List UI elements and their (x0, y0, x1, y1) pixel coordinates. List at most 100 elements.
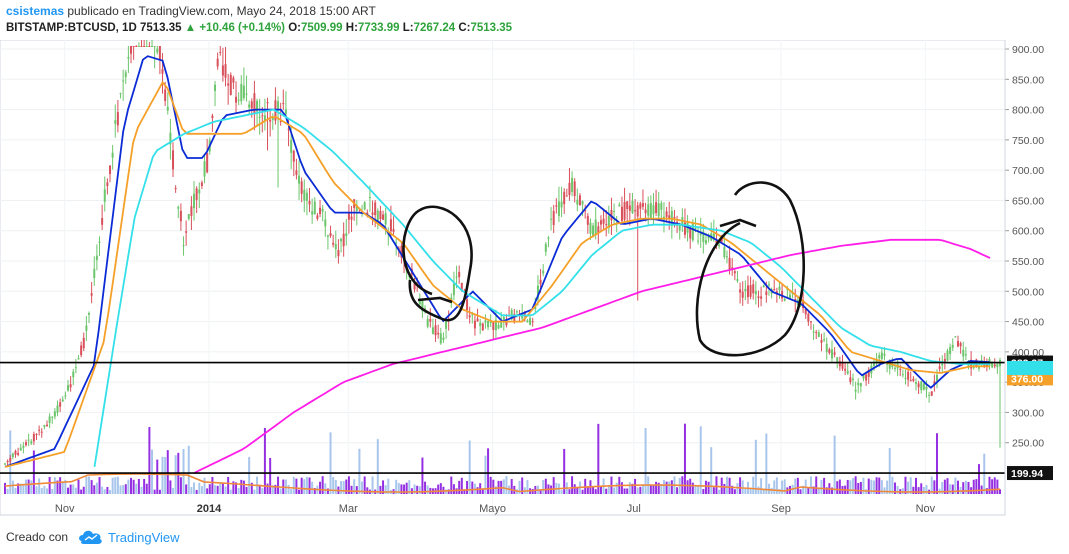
volume-bar (416, 485, 419, 494)
volume-bar (518, 480, 521, 494)
volume-bar (741, 480, 744, 494)
candle-body (912, 378, 915, 381)
volume-bar (137, 478, 140, 494)
price-chart[interactable]: 900.00 850.00 800.00 750.00 700.00 650.00 600.… (0, 40, 1069, 520)
volume-bar (576, 487, 579, 494)
volume-bar (657, 482, 660, 494)
volume-bar (901, 488, 904, 494)
volume-bar (830, 487, 833, 494)
volume-bar (539, 489, 542, 494)
volume-bar (182, 448, 185, 494)
username-link[interactable]: csistemas (6, 4, 65, 18)
volume-bar (930, 476, 933, 494)
tradingview-cloud-icon[interactable] (78, 528, 104, 546)
candle-body (463, 290, 466, 292)
candle-body (101, 218, 104, 225)
candle-body (452, 283, 455, 296)
candle-body (836, 357, 839, 363)
candle-body (195, 188, 198, 200)
volume-bar (347, 476, 350, 494)
volume-bar (311, 481, 314, 494)
volume-bar (592, 486, 595, 494)
time-tick-label: Mayo (479, 503, 506, 515)
volume-bar (40, 487, 43, 494)
candle-body (620, 206, 623, 221)
candle-body (256, 100, 259, 112)
candle-body (838, 361, 841, 367)
time-axis[interactable]: Nov 2014 Mar Mayo Jul Sep Nov (55, 503, 936, 515)
candle-body (731, 267, 734, 269)
volume-bar (235, 482, 238, 494)
volume-moving-average (4, 473, 1001, 493)
candle-body (812, 331, 815, 333)
candle-body (143, 46, 146, 47)
volume-bar (329, 432, 332, 494)
volume-bar (996, 479, 999, 494)
tradingview-link[interactable]: TradingView (108, 530, 180, 545)
volume-bar (437, 484, 440, 494)
candle-body (550, 218, 553, 220)
candle-body (607, 215, 610, 229)
volume-bar (271, 485, 274, 494)
candle-body (9, 457, 12, 462)
axis-tick-label: 500.00 (1012, 286, 1044, 298)
candle-body (347, 212, 350, 220)
volume-bar (203, 477, 206, 494)
candle-body (237, 99, 240, 101)
volume-bar (476, 487, 479, 494)
time-tick-label: Jul (627, 503, 641, 515)
candle-body (859, 383, 862, 387)
volume-bar (922, 487, 925, 494)
candle-body (392, 229, 395, 232)
volume-bar (418, 486, 421, 494)
volume-bar (135, 483, 138, 494)
candle-body (72, 371, 75, 378)
candle-body (382, 214, 385, 220)
candle-body (935, 374, 938, 382)
volume-bar (964, 480, 967, 494)
volume-bar (122, 485, 125, 494)
candle-body (639, 203, 642, 209)
candle-body (179, 210, 182, 222)
publish-text: publicado en TradingView.com, Mayo 24, 2… (64, 4, 376, 18)
candle-body (313, 201, 316, 215)
candle-body (263, 115, 266, 122)
candle-body (431, 327, 434, 334)
volume-bar (605, 488, 608, 494)
volume-bar (851, 478, 854, 494)
candle-body (492, 322, 495, 330)
volume-bar (985, 488, 988, 494)
candle-body (53, 411, 56, 417)
candle-body (258, 116, 261, 118)
price-axis[interactable]: 900.00 850.00 800.00 750.00 700.00 650.00 600.… (1004, 40, 1044, 515)
horizontal-lines (0, 361, 1005, 474)
volume-bar (447, 489, 450, 494)
volume-bar (715, 476, 718, 494)
candle-body (500, 321, 503, 328)
candle-body (804, 308, 807, 315)
candle-body (576, 199, 579, 205)
volume-bar (279, 488, 282, 494)
volume-bar (757, 486, 760, 494)
candle-body (240, 83, 243, 102)
volume-bar (812, 486, 815, 494)
candle-body (531, 321, 534, 323)
volume-bar (48, 476, 51, 494)
candle-body (122, 80, 125, 82)
volume-bar (471, 481, 474, 494)
candle-body (809, 321, 812, 323)
volume-bar (487, 448, 490, 494)
candle-body (996, 363, 999, 368)
candle-body (725, 256, 728, 258)
candle-body (712, 233, 715, 240)
volume-bar (781, 480, 784, 494)
candle-body (460, 282, 463, 290)
candle-body (174, 187, 177, 189)
candle-body (395, 242, 398, 244)
volume-bar (382, 480, 385, 494)
candle-body (164, 89, 167, 102)
candle-body (232, 77, 235, 83)
volume-bar (219, 482, 222, 494)
candle-body (190, 206, 193, 216)
volume-bar (909, 477, 912, 494)
